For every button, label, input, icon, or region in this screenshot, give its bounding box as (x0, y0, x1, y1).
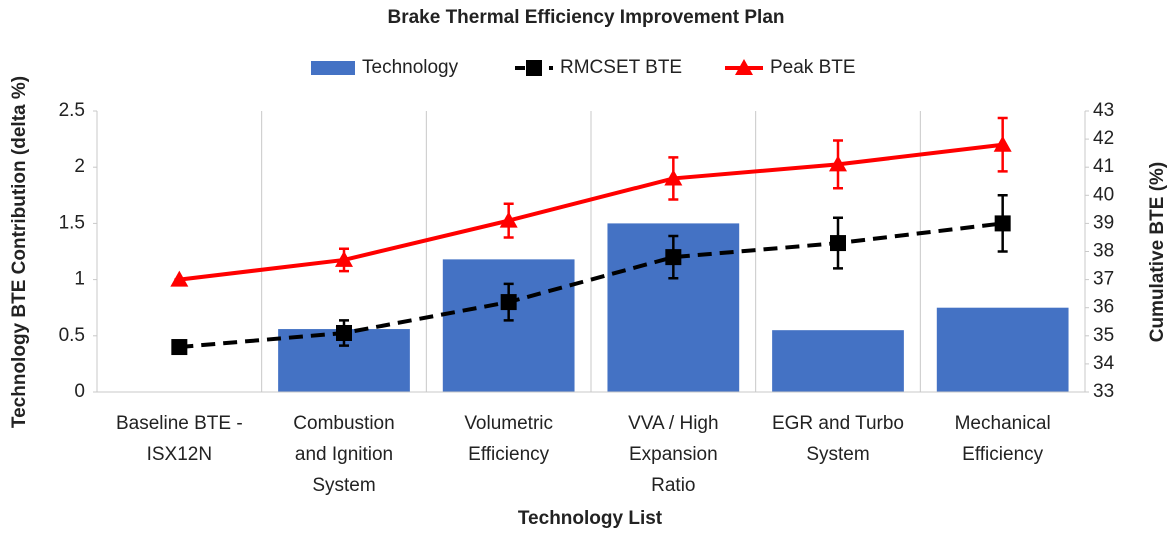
bar (772, 330, 904, 392)
bar (442, 259, 575, 392)
marker (335, 250, 353, 267)
legend-marker (735, 59, 753, 75)
x-tick-label: Baseline BTE - (116, 413, 243, 434)
x-tick-label: Mechanical (955, 413, 1051, 434)
y2-tick-label: 41 (1093, 156, 1114, 177)
x-tick-label: Combustion (293, 413, 394, 434)
y2-tick-label: 42 (1093, 128, 1114, 149)
marker (830, 235, 846, 252)
y2-tick-label: 39 (1093, 212, 1114, 233)
y-axis-title: Technology BTE Contribution (delta %) (9, 76, 30, 428)
y-tick-label: 2.5 (59, 100, 85, 121)
y2-tick-label: 34 (1093, 353, 1115, 374)
y2-tick-label: 37 (1093, 269, 1114, 290)
legend-label: RMCSET BTE (560, 57, 682, 78)
marker (171, 339, 188, 356)
y-tick-label: 1.5 (59, 212, 85, 233)
x-tick-label: Expansion (629, 444, 718, 465)
legend-marker (526, 60, 542, 76)
y2-axis-title: Cumulative BTE (%) (1147, 162, 1168, 343)
x-tick-label: EGR and Turbo (772, 413, 904, 434)
x-tick-label: Ratio (651, 475, 695, 496)
y2-tick-label: 33 (1093, 381, 1114, 402)
chart-title: Brake Thermal Efficiency Improvement Pla… (387, 7, 784, 28)
legend-label: Peak BTE (770, 57, 856, 78)
y2-tick-label: 35 (1093, 325, 1114, 346)
line (179, 142, 1003, 282)
y2-tick-label: 40 (1093, 184, 1114, 205)
y2-tick-label: 43 (1093, 100, 1114, 121)
marker (664, 169, 683, 186)
marker (336, 324, 352, 341)
marker (829, 155, 847, 172)
y2-tick-label: 36 (1093, 297, 1114, 318)
x-tick-label: System (806, 444, 869, 465)
y-tick-label: 1 (74, 269, 85, 290)
x-axis-title: Technology List (518, 508, 663, 529)
y-tick-label: 0 (74, 381, 85, 402)
y2-tick-label: 38 (1093, 241, 1114, 262)
x-tick-label: System (312, 475, 375, 496)
line (179, 221, 1003, 350)
marker (665, 249, 682, 266)
marker (499, 211, 518, 228)
legend-label: Technology (362, 57, 459, 78)
marker (500, 294, 517, 311)
marker (170, 270, 189, 287)
x-tick-label: Efficiency (468, 444, 549, 465)
x-tick-label: and Ignition (295, 444, 393, 465)
x-tick-label: VVA / High (628, 413, 718, 434)
y-tick-label: 2 (74, 156, 85, 177)
bar (936, 307, 1069, 392)
x-tick-label: Efficiency (962, 444, 1043, 465)
marker (993, 135, 1012, 152)
legend-swatch (311, 61, 355, 75)
y-tick-label: 0.5 (59, 325, 85, 346)
marker (994, 215, 1011, 232)
x-tick-label: ISX12N (147, 444, 212, 465)
x-tick-label: Volumetric (464, 413, 553, 434)
